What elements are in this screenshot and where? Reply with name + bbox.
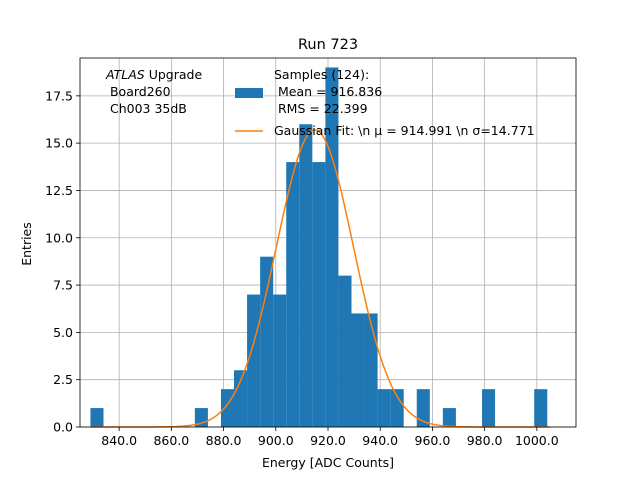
- x-axis-ticks: 840.0 860.0 880.0 900.0 920.0 940.0 960.0 980.0…: [101, 427, 559, 448]
- annotation-line-3: Ch003 35dB: [106, 101, 187, 116]
- y-tick-label: 5.0: [53, 325, 73, 340]
- x-axis-label: Energy [ADC Counts]: [262, 455, 394, 470]
- y-axis-ticks: 0.0 2.5 5.0 7.5 10.0 12.5 15.0 17.5: [45, 88, 80, 435]
- x-tick-label: 1000.0: [515, 433, 559, 448]
- histogram-bar: [299, 124, 313, 427]
- histogram-bar: [312, 162, 326, 428]
- x-tick-label: 880.0: [206, 433, 242, 448]
- annotation-upgrade-word: Upgrade: [145, 67, 203, 82]
- x-tick-label: 920.0: [310, 433, 346, 448]
- histogram-bar: [260, 256, 274, 427]
- legend-fit-label: Gaussian Fit: \n μ = 914.991 \n σ=14.771: [274, 123, 535, 138]
- y-tick-label: 0.0: [53, 420, 73, 435]
- y-tick-label: 7.5: [53, 278, 73, 293]
- histogram-bar: [90, 408, 104, 427]
- annotation-atlas-word: ATLAS: [105, 67, 145, 82]
- histogram-bar: [534, 389, 548, 427]
- x-tick-label: 900.0: [258, 433, 294, 448]
- annotation-line-1: ATLAS Upgrade: [105, 67, 202, 82]
- legend-samples-line-2: Mean = 916.836: [274, 84, 382, 99]
- legend-samples-line-3: RMS = 22.399: [274, 101, 368, 116]
- histogram-bar: [273, 294, 287, 427]
- y-axis-label: Entries: [19, 222, 34, 266]
- histogram-bar: [351, 313, 365, 427]
- histogram-bar: [377, 389, 391, 427]
- histogram-bar: [286, 162, 300, 428]
- y-tick-label: 2.5: [53, 372, 73, 387]
- legend: Samples (124): Mean = 916.836 RMS = 22.3…: [235, 67, 535, 138]
- histogram-bar: [338, 275, 352, 427]
- histogram-bar: [364, 313, 378, 427]
- atlas-annotation: ATLAS Upgrade Board260 Ch003 35dB: [105, 67, 202, 116]
- x-tick-label: 940.0: [362, 433, 398, 448]
- histogram-bar: [416, 389, 430, 427]
- y-tick-label: 17.5: [45, 88, 73, 103]
- x-tick-label: 860.0: [153, 433, 189, 448]
- histogram-bar: [390, 389, 404, 427]
- x-tick-label: 840.0: [101, 433, 137, 448]
- histogram-bar: [220, 389, 235, 427]
- y-tick-label: 12.5: [45, 183, 73, 198]
- histogram-bar: [442, 408, 456, 427]
- histogram-bar: [325, 67, 339, 427]
- legend-samples-swatch: [235, 88, 263, 98]
- histogram-bar: [247, 294, 261, 427]
- annotation-line-2: Board260: [106, 84, 171, 99]
- x-tick-label: 980.0: [467, 433, 503, 448]
- y-tick-label: 15.0: [45, 136, 73, 151]
- histogram-bar: [234, 370, 248, 427]
- y-tick-label: 10.0: [45, 230, 73, 245]
- chart-title: Run 723: [298, 37, 358, 53]
- x-tick-label: 960.0: [415, 433, 451, 448]
- legend-samples-line-1: Samples (124):: [274, 67, 369, 82]
- histogram-bars: [90, 67, 548, 428]
- histogram-bar: [482, 389, 496, 427]
